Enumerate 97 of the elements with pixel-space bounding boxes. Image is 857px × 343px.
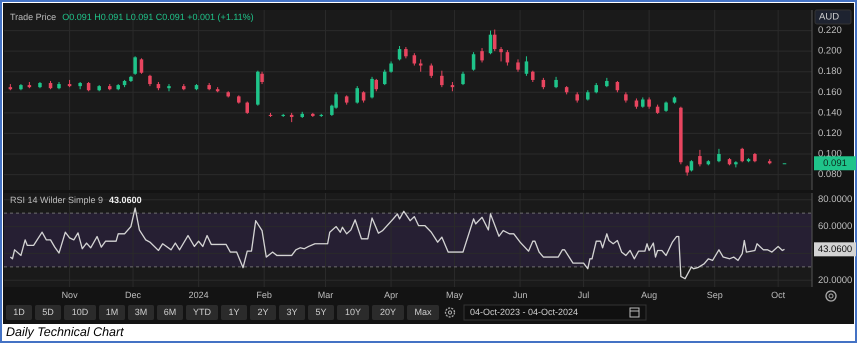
annotation: 0.091 xyxy=(823,158,847,169)
y-tick-label: 0.140 xyxy=(818,107,842,118)
candlestick xyxy=(634,98,638,110)
candlestick xyxy=(370,76,374,99)
candlestick xyxy=(685,164,689,176)
text: 1Y xyxy=(228,306,240,317)
candlestick xyxy=(260,71,264,85)
candlestick xyxy=(647,96,651,110)
candlestick xyxy=(690,160,694,172)
candlestick xyxy=(404,46,408,59)
candlestick xyxy=(524,56,528,76)
candlestick xyxy=(133,56,137,76)
candlestick xyxy=(148,74,152,87)
text: 5Y xyxy=(315,306,327,317)
candlestick xyxy=(516,58,520,72)
candlestick xyxy=(641,96,645,108)
candlestick xyxy=(664,101,668,112)
candlestick xyxy=(740,147,744,163)
x-tick-label: May xyxy=(446,290,464,300)
y-tick-label: 20.0000 xyxy=(818,274,852,286)
candlestick xyxy=(430,62,434,78)
text: 10Y xyxy=(344,306,362,317)
x-tick-label: Aug xyxy=(641,290,658,300)
text: 5D xyxy=(42,306,54,317)
annotation: O0.091 H0.091 L0.091 C0.091 +0.001 (+1.11%) xyxy=(62,12,254,22)
x-tick-label: Mar xyxy=(318,290,334,300)
candlestick xyxy=(440,70,444,88)
annotation: 43.0600 xyxy=(109,195,142,205)
x-tick-label: Apr xyxy=(384,290,398,300)
candlestick xyxy=(594,82,598,94)
candlestick xyxy=(140,58,144,74)
candlestick xyxy=(461,71,465,86)
y-tick-label: 0.100 xyxy=(818,148,842,160)
candlestick xyxy=(586,90,590,102)
y-tick-label: 0.200 xyxy=(818,46,842,57)
x-tick-label: Feb xyxy=(256,290,272,300)
chart-title: RSI 14 Wilder Simple 9 xyxy=(10,195,104,205)
y-axis-title: AUD xyxy=(819,12,840,23)
candlestick xyxy=(554,76,558,89)
y-tick-label: 0.220 xyxy=(818,25,842,36)
candlestick xyxy=(245,101,249,114)
candlestick xyxy=(753,152,757,163)
candlestick xyxy=(398,46,402,61)
candlestick xyxy=(374,78,378,92)
text: 3M xyxy=(134,306,148,317)
text: 6M xyxy=(164,306,176,317)
candlestick xyxy=(472,52,476,72)
candlestick xyxy=(362,90,366,104)
text: 10D xyxy=(72,306,89,317)
candlestick xyxy=(290,112,294,123)
candlestick xyxy=(86,82,90,92)
y-tick-label: 0.180 xyxy=(818,66,842,78)
text: YTD xyxy=(193,306,212,317)
x-tick-label: 2024 xyxy=(188,290,209,300)
candlestick xyxy=(575,92,579,104)
x-tick-label: Jun xyxy=(512,290,528,300)
annotation: 43.0600 xyxy=(818,244,852,255)
candlestick xyxy=(542,77,546,90)
text: 1D xyxy=(13,306,26,317)
candlestick xyxy=(412,52,416,66)
text: 2Y xyxy=(257,306,269,317)
y-tick-label: 0.120 xyxy=(818,128,842,139)
candlestick xyxy=(480,48,484,63)
candlestick xyxy=(488,30,492,55)
x-tick-label: Dec xyxy=(125,290,142,300)
candlestick xyxy=(344,94,348,106)
x-tick-label: Oct xyxy=(771,290,786,300)
candlestick xyxy=(616,80,620,93)
candlestick xyxy=(389,60,393,74)
y-tick-label: 0.160 xyxy=(818,86,842,98)
x-tick-label: Jul xyxy=(578,290,590,300)
y-tick-label: 60.0000 xyxy=(818,221,852,232)
candlestick xyxy=(531,70,535,82)
line-series xyxy=(10,207,786,280)
text: 04-Oct-2023 - 04-Oct-2024 xyxy=(470,306,578,317)
x-tick-label: Nov xyxy=(62,290,78,300)
y-tick-label: 0.080 xyxy=(818,169,842,180)
text: Daily Technical Chart xyxy=(6,325,124,339)
y-tick-label: 80.0000 xyxy=(818,194,852,206)
candlestick xyxy=(450,82,454,92)
candlestick xyxy=(492,29,496,52)
x-tick-label: Sep xyxy=(706,290,723,300)
text: Max xyxy=(414,306,432,317)
text: 20Y xyxy=(380,306,396,317)
candlestick xyxy=(656,104,660,114)
candlestick xyxy=(698,149,702,167)
text: 3Y xyxy=(286,306,298,317)
candlestick xyxy=(382,69,386,86)
candlestick xyxy=(605,77,609,88)
candlestick xyxy=(506,50,510,66)
candlestick xyxy=(418,58,422,72)
candlestick xyxy=(717,148,721,163)
chart-title: Trade Price xyxy=(10,12,56,22)
text: 1M xyxy=(106,306,118,317)
candlestick xyxy=(499,46,503,62)
candlestick xyxy=(355,86,359,104)
candlestick xyxy=(624,92,628,104)
